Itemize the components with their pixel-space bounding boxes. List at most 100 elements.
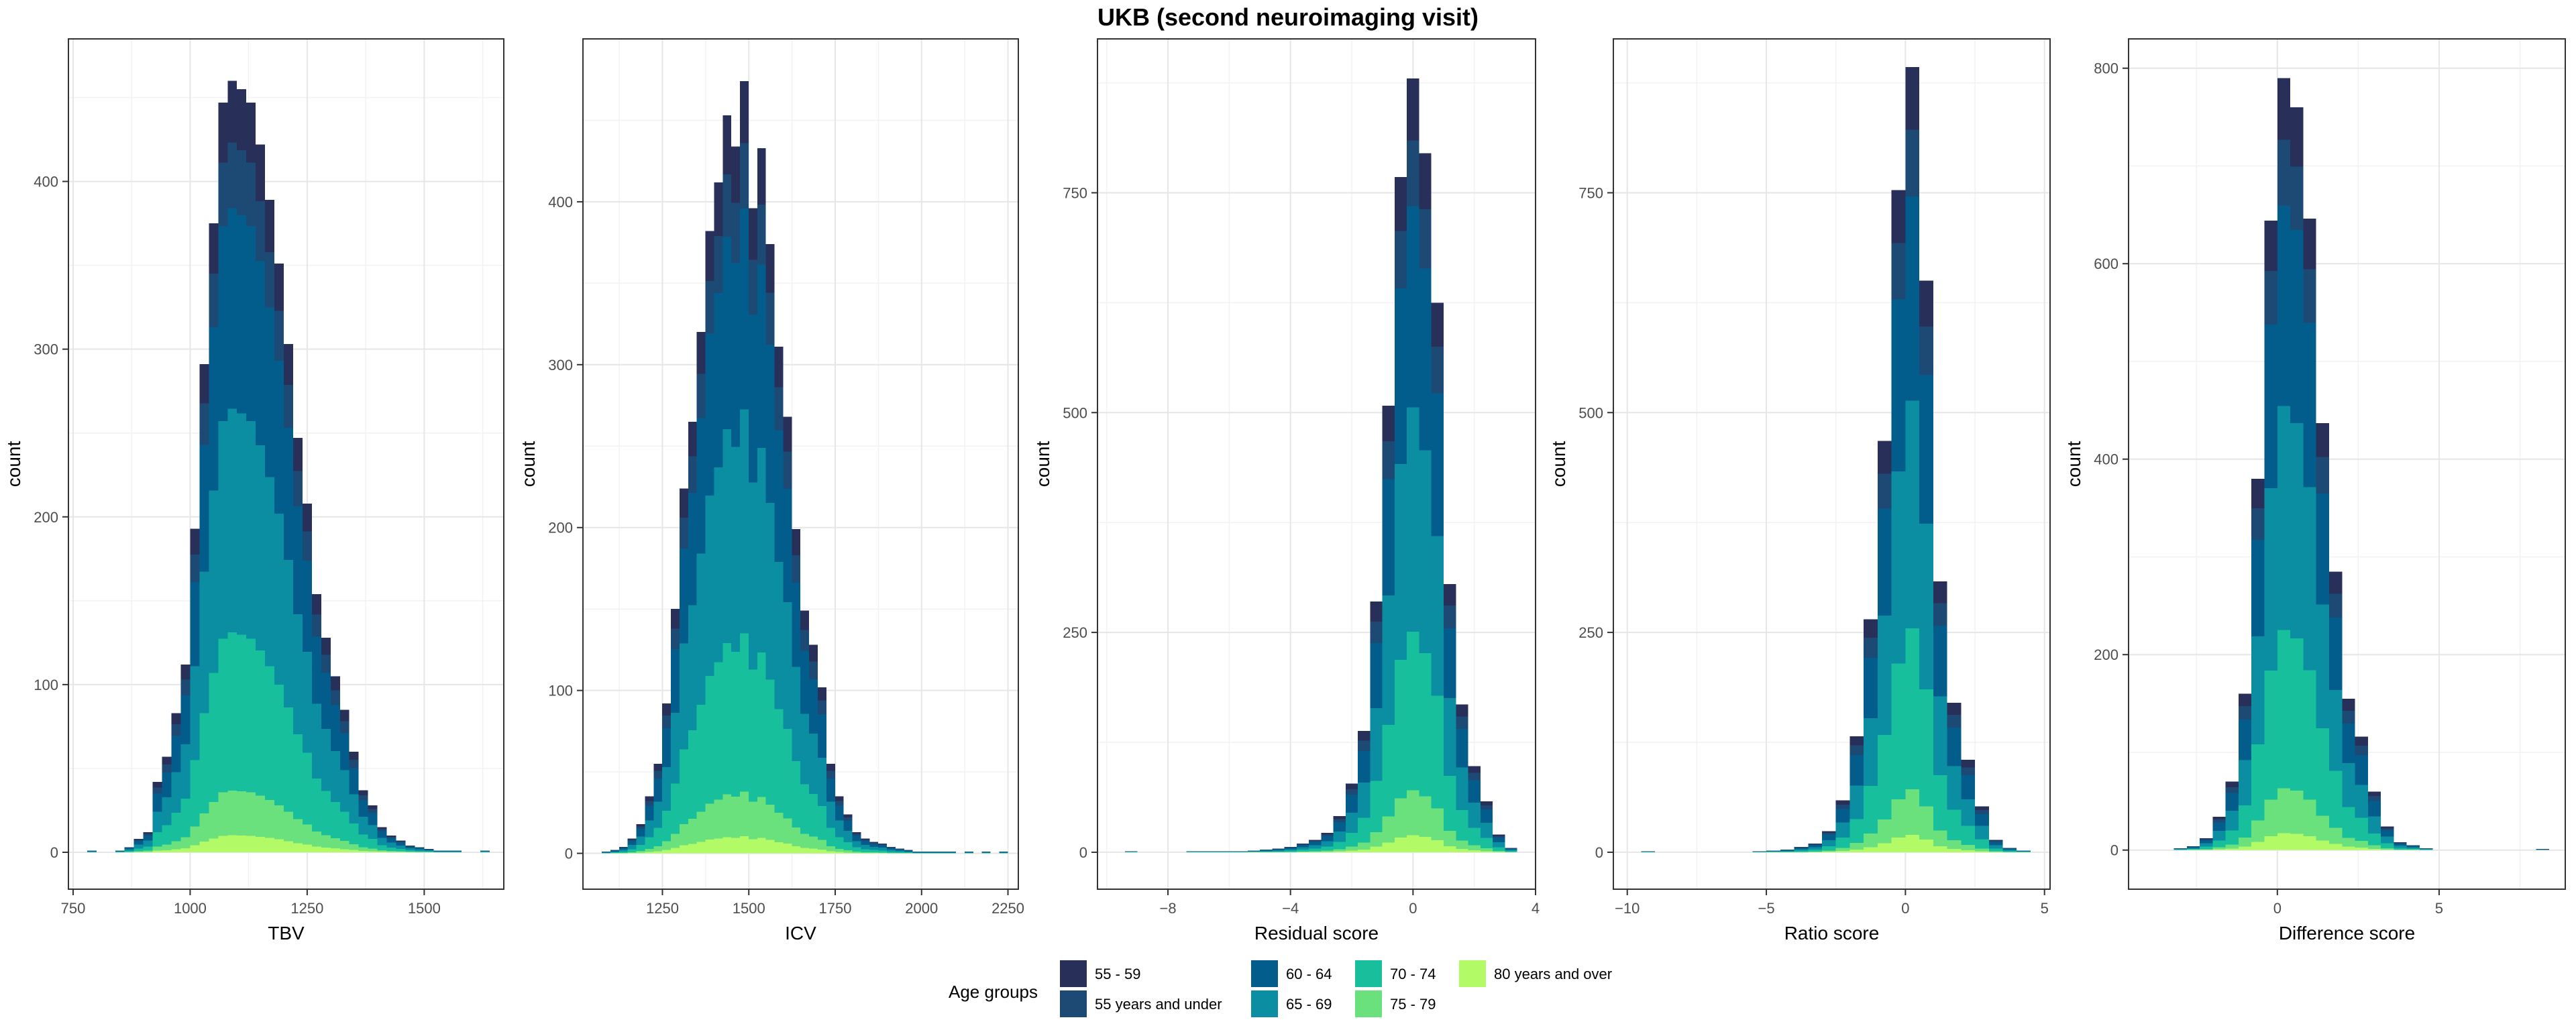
histogram-bar-segment [1444,628,1456,698]
panel-background [1613,39,2050,889]
histogram-bar-segment [1407,206,1419,408]
histogram-bar-segment [2002,848,2017,849]
histogram-bar-segment [1309,842,1322,846]
histogram-bin [671,609,680,854]
histogram-bar-segment [783,729,792,819]
histogram-bar-segment [1877,508,1892,616]
histogram-bar-segment [878,850,888,853]
histogram-bar-segment [2394,843,2407,846]
histogram-bar-segment [999,852,1008,853]
histogram-bar-segment [722,428,732,643]
histogram-bin [1780,849,1794,852]
histogram-bar-segment [1975,848,1989,852]
histogram-bar-segment [152,832,162,847]
histogram-bar-segment [302,531,312,561]
x-tick-label: 1750 [819,900,852,917]
histogram-bar-segment [671,783,680,834]
histogram-bar-segment [321,835,331,848]
histogram-bin [349,751,359,852]
histogram-bar-segment [1891,838,1906,852]
histogram-bar-segment [349,794,359,824]
y-axis: 0 250 500 750 [1578,184,1613,861]
histogram-bar-segment [1468,827,1481,846]
histogram-bin [852,832,861,854]
histogram-bar-segment [2251,820,2265,842]
histogram-bar-segment [2328,571,2343,594]
histogram-bar-segment [339,811,350,841]
histogram-bar-segment [227,408,237,633]
histogram-bin [1794,847,1809,852]
histogram-bin [1358,730,1371,852]
histogram-bin [1961,760,1976,852]
histogram-bar-segment [722,794,732,838]
histogram-bar-segment [852,841,861,848]
histogram-bar-segment [2264,221,2277,272]
histogram-bar-segment [981,852,991,853]
histogram-bar-segment [671,848,680,854]
x-axis-title: Residual score [1254,923,1379,943]
histogram-bar-segment [1309,841,1322,842]
histogram-bar-segment [671,649,680,713]
histogram-bar-segment [1296,847,1309,850]
histogram-bars [602,81,1008,854]
histogram-bar-segment [610,852,619,854]
histogram-bar-segment [1309,845,1322,849]
histogram-bar-segment [2303,670,2316,800]
histogram-bar-segment [817,758,826,806]
histogram-bar-segment [1247,851,1260,852]
histogram-bar-segment [349,844,359,850]
x-axis: 1250 1500 1750 2000 2250 [646,889,1024,917]
histogram-bar-segment [1321,841,1334,847]
histogram-bar-segment [339,709,350,722]
histogram-bar-segment [2328,827,2343,844]
histogram-bar-segment [237,215,247,414]
histogram-bar-segment [377,850,387,852]
panel-background [1097,39,1536,889]
histogram-bar-segment [311,593,321,615]
histogram-bin [645,796,654,854]
histogram-bars [1125,78,1517,852]
chart-panels: 750 1000 1250 15000100200300400TBVcount1250… [3,38,2566,943]
histogram-bar-segment [645,820,654,838]
histogram-bar-segment [2290,791,2304,834]
panel-border [2128,38,2566,890]
histogram-bar-segment [1975,851,1989,852]
histogram-bin [415,847,425,852]
legend-swatch [1251,960,1278,987]
histogram-bar-segment [2406,847,2420,849]
histogram-bin [1891,190,1906,852]
histogram-bar-segment [1358,817,1371,843]
histogram-bin [1247,850,1260,852]
histogram-bar-segment [2200,843,2213,847]
histogram-bar-segment [792,667,801,761]
histogram-bar-segment [679,488,688,518]
histogram-bin [424,848,434,852]
histogram-bar-segment [1260,850,1273,852]
histogram-bar-segment [1407,407,1419,632]
histogram-bin [1505,848,1517,852]
histogram-bar-segment [705,803,714,840]
y-tick-label: 100 [548,683,573,699]
histogram-bar-segment [1891,799,1906,838]
x-tick-label: 750 [61,900,86,917]
histogram-bin [904,850,913,854]
histogram-bin [199,364,209,852]
histogram-bar-segment [645,852,654,854]
histogram-bar-segment [679,749,688,825]
histogram-bar-segment [809,733,818,794]
histogram-bar-segment [405,848,415,851]
histogram-bar-segment [748,482,757,670]
histogram-bar-segment [256,836,266,852]
histogram-bar-segment [645,837,654,849]
histogram-bar-segment [152,793,162,812]
histogram-bar-segment [1370,622,1383,643]
histogram-bar-segment [2002,848,2017,850]
histogram-bar-segment [246,103,256,163]
histogram-bar-segment [783,416,792,452]
histogram-bar-segment [2186,849,2200,850]
histogram-bar-segment [1975,806,1989,811]
histogram-bar-segment [800,713,810,785]
histogram-bar-segment [311,703,321,779]
histogram-bar-segment [2342,724,2355,763]
histogram-bar-segment [1333,819,1346,823]
